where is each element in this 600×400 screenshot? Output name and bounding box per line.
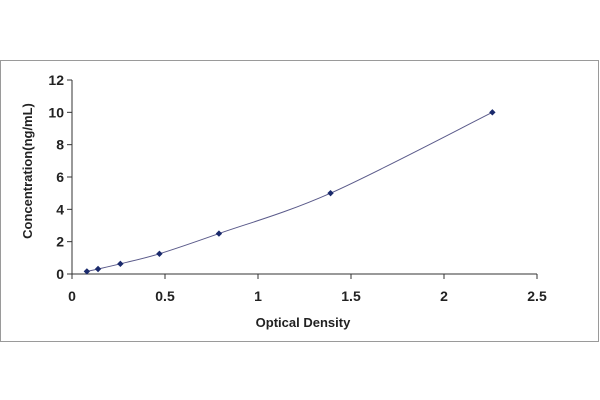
y-tick-label: 2 bbox=[56, 234, 64, 250]
y-tick-label: 6 bbox=[56, 169, 64, 185]
data-points bbox=[83, 109, 496, 275]
x-tick-label: 2.5 bbox=[527, 288, 547, 304]
data-point bbox=[83, 268, 91, 275]
y-axis-ticks: 0 2 4 6 8 10 12 bbox=[48, 72, 72, 282]
data-point bbox=[327, 189, 334, 197]
x-tick-label: 1.5 bbox=[341, 288, 361, 304]
x-axis-ticks: 0 0.5 1 1.5 2 2.5 bbox=[68, 274, 547, 304]
chart-frame bbox=[0, 60, 599, 342]
y-tick-label: 0 bbox=[56, 266, 64, 282]
x-axis-title: Optical Density bbox=[256, 315, 351, 330]
x-tick-label: 1 bbox=[254, 288, 262, 304]
y-tick-label: 10 bbox=[48, 104, 64, 120]
data-point bbox=[94, 265, 102, 273]
data-point bbox=[215, 230, 223, 237]
x-tick-label: 0.5 bbox=[155, 288, 175, 304]
x-tick-label: 0 bbox=[68, 288, 76, 304]
data-point bbox=[156, 250, 163, 257]
fit-curve-line bbox=[86, 111, 493, 272]
data-point bbox=[117, 260, 124, 268]
y-axis-title: Concentration(ng/mL) bbox=[20, 103, 35, 239]
y-tick-label: 8 bbox=[56, 137, 64, 153]
x-tick-label: 2 bbox=[440, 288, 448, 304]
y-tick-label: 12 bbox=[48, 72, 64, 88]
y-tick-label: 4 bbox=[56, 201, 64, 217]
data-point bbox=[489, 109, 496, 116]
